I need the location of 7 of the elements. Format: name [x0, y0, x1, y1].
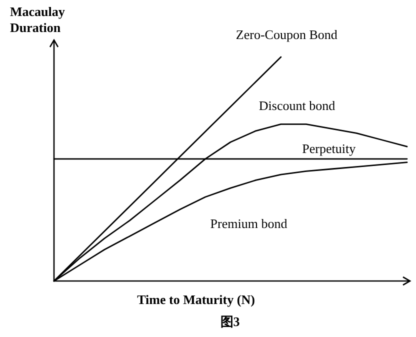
series-label: Premium bond [210, 216, 288, 231]
series-label: Discount bond [258, 98, 336, 114]
series-label: Perpetuity [302, 140, 356, 156]
x-axis-title: Time to Maturity (N) [137, 292, 255, 307]
caption: 图3 [220, 314, 240, 329]
series-label: Zero-Coupon Bond [236, 27, 338, 42]
y-axis-title: Macaulay Duration [10, 4, 66, 35]
